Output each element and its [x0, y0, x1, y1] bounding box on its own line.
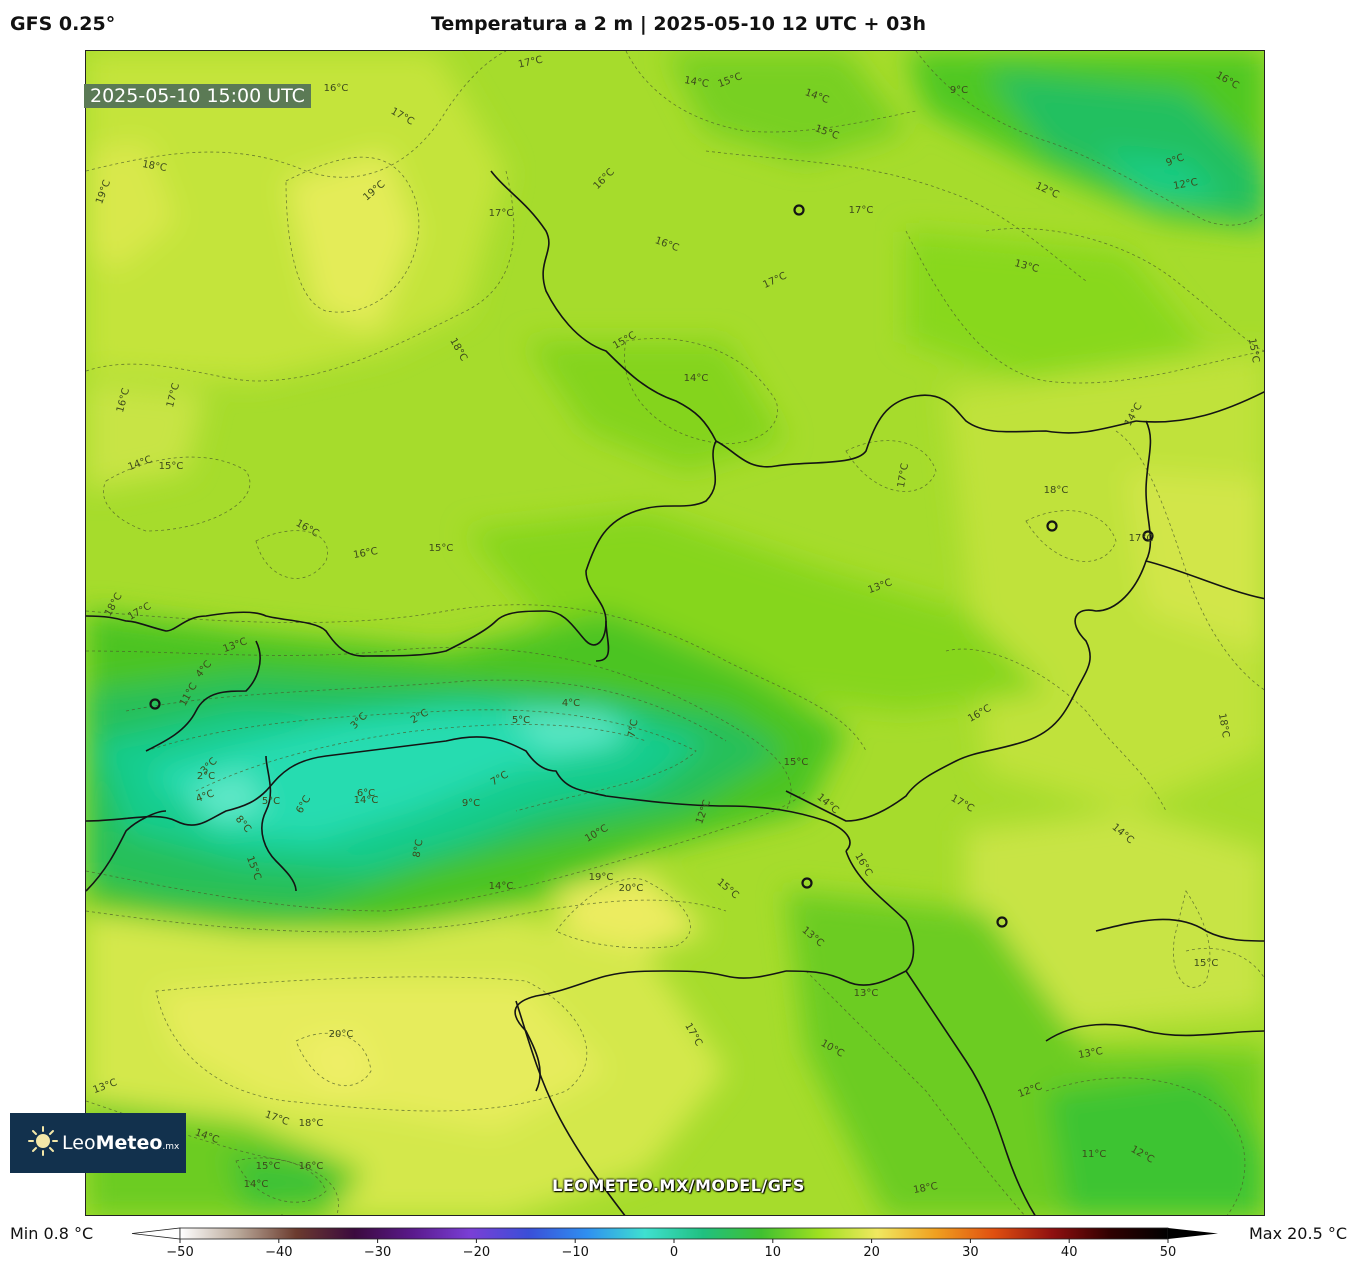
contour-label: 17°C [849, 205, 874, 216]
map-canvas: 17°C16°C17°C18°C19°C19°C14°C 15°C14°C15°C… [86, 51, 1264, 1215]
colorbar-max-extend [1168, 1228, 1218, 1239]
contour-label: 20°C [619, 883, 644, 894]
contour-label: 2°C [197, 771, 215, 782]
contour-label: 7°C [627, 719, 641, 739]
colorbar-tick-label: −40 [265, 1245, 292, 1258]
contour-label: 8°C [412, 839, 426, 859]
leometeo-logo: LeoMeteo.mx [10, 1113, 186, 1173]
contour-label: 6°C [357, 788, 375, 799]
colorbar-tick-label: 20 [863, 1245, 880, 1258]
contour-lines [86, 51, 1264, 1215]
colorbar-tick-label: −10 [561, 1245, 588, 1258]
contour-label: 13°C [1077, 1046, 1103, 1061]
contour-label: 17°C [517, 55, 543, 71]
colorbar-tick-label: −50 [166, 1245, 193, 1258]
contour-label: 14°C [244, 1179, 269, 1190]
colorbar-tick-label: 0 [670, 1245, 678, 1258]
contour-label: 11°C [1082, 1149, 1107, 1160]
colorbar-canvas: −50 −40 −30 −20 −10 0 10 20 30 40 50 [131, 1227, 1218, 1260]
contour-label: 17°C [489, 208, 514, 219]
colorbar-tick-label: −20 [463, 1245, 490, 1258]
contour-label: 20°C [329, 1029, 354, 1040]
contour-label: 15°C [1194, 958, 1219, 969]
contour-label: 16°C [299, 1161, 324, 1172]
colorbar-gradient [179, 1227, 1169, 1240]
contour-label: 16°C [352, 546, 378, 561]
contour-label: 14°C [489, 881, 514, 892]
contour-label: 15°C [429, 543, 454, 554]
contour-label: 18°C [912, 1181, 938, 1196]
contour-label: 15°C [784, 757, 809, 768]
logo-text: LeoMeteo.mx [62, 1132, 180, 1154]
contour-label: 9°C [462, 798, 480, 809]
contour-label: 14°C [684, 373, 709, 384]
temperature-map: 17°C 16°C 17°C 18°C 19°C 19°C 14°C 15°C 14°C 15°C… [85, 50, 1265, 1216]
contour-label: 18°C [299, 1118, 324, 1129]
contour-label: 18°C [1044, 485, 1069, 496]
sun-icon [28, 1126, 58, 1160]
contour-label: 14°C [354, 795, 379, 806]
colorbar-tick-label: 50 [1160, 1245, 1177, 1258]
contour-label: 5°C [512, 715, 530, 726]
contour-label: 18°C [141, 159, 167, 174]
model-label: GFS 0.25° [10, 13, 116, 35]
contour-label: 17°C [1129, 533, 1154, 544]
colorbar-tick-label: 30 [962, 1245, 979, 1258]
valid-time-badge: 2025-05-10 15:00 UTC [84, 84, 311, 108]
watermark: LEOMETEO.MX/MODEL/GFS [552, 1176, 805, 1195]
contour-label: 9°C [950, 85, 968, 96]
contour-label: 15°C [159, 461, 184, 472]
contour-label: 14°C [683, 75, 709, 90]
contour-label: 5°C [262, 796, 280, 807]
min-label: Min 0.8 °C [10, 1224, 94, 1243]
colorbar-tick-label: 40 [1061, 1245, 1078, 1258]
max-label: Max 20.5 °C [1248, 1224, 1347, 1243]
contour-label: 12°C [1172, 177, 1198, 192]
contour-label: 13°C [854, 988, 879, 999]
colorbar-tick-label: 10 [765, 1245, 782, 1258]
colorbar-tick-label: −30 [364, 1245, 391, 1258]
contour-label: 18°C [1216, 712, 1231, 738]
map-title: Temperatura a 2 m | 2025-05-10 12 UTC + … [430, 13, 927, 35]
contour-label: 17°C [896, 462, 911, 488]
contour-label: 16°C [324, 83, 349, 94]
colorbar: −50 −40 −30 −20 −10 0 10 20 30 40 50 [130, 1226, 1220, 1262]
contour-label: 4°C [562, 698, 580, 709]
contour-label: 19°C [589, 872, 614, 883]
city-markers [149, 204, 1154, 928]
colorbar-min-extend [131, 1227, 181, 1240]
contour-label: 15°C [1246, 337, 1261, 363]
contour-label: 15°C [256, 1161, 281, 1172]
